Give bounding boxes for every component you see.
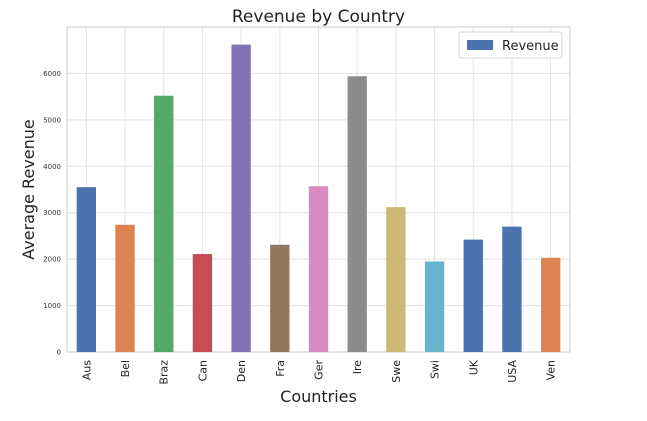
x-tick-labels: Aus Bel Braz Can Den Fra Ger Ire Swe Swi UK USA Ven: [80, 359, 557, 384]
x-tick-label: Swe: [390, 360, 403, 383]
bar-can: [192, 254, 213, 352]
bar-ire: [347, 76, 367, 352]
bar-braz: [154, 95, 174, 352]
y-tick-label: 0: [57, 349, 61, 357]
x-tick-label: Bel: [119, 360, 132, 377]
y-tick-labels: 0 1000 2000 3000 4000 5000 6000: [43, 70, 61, 357]
y-tick-label: 3000: [43, 209, 61, 217]
y-tick-label: 2000: [43, 256, 61, 264]
bar-fra: [270, 244, 290, 352]
x-tick-label: Den: [235, 360, 248, 382]
x-tick-label: Ger: [313, 360, 326, 380]
bar-swe: [386, 207, 406, 352]
legend-label: Revenue: [502, 39, 559, 54]
bar-swi: [424, 261, 445, 352]
bar-aus: [76, 187, 97, 352]
y-tick-label: 5000: [43, 116, 61, 124]
bars: [76, 44, 561, 353]
y-tick-label: 6000: [43, 70, 61, 78]
chart-title: Revenue by Country: [232, 7, 405, 27]
x-tick-label: Fra: [274, 360, 287, 377]
bar-den: [231, 44, 251, 353]
legend: Revenue: [458, 31, 563, 59]
bar-bel: [115, 224, 135, 352]
x-tick-label: Aus: [80, 360, 93, 380]
x-tick-label: Braz: [158, 360, 171, 385]
y-axis-label: Average Revenue: [19, 119, 38, 259]
x-tick-label: Swi: [429, 360, 442, 379]
bar-usa: [502, 226, 522, 352]
bar-uk: [463, 239, 483, 352]
bar-ven: [540, 257, 561, 352]
x-tick-label: Can: [196, 360, 209, 381]
y-tick-label: 4000: [43, 163, 61, 171]
x-tick-label: Ire: [351, 360, 364, 375]
x-tick-label: USA: [506, 360, 519, 383]
x-axis-label: Countries: [280, 387, 357, 406]
x-tick-label: UK: [467, 359, 480, 375]
x-tick-label: Ven: [545, 360, 558, 380]
bar-ger: [308, 186, 329, 352]
y-tick-label: 1000: [43, 302, 61, 310]
legend-swatch: [467, 40, 493, 50]
legend-box: [458, 31, 563, 59]
